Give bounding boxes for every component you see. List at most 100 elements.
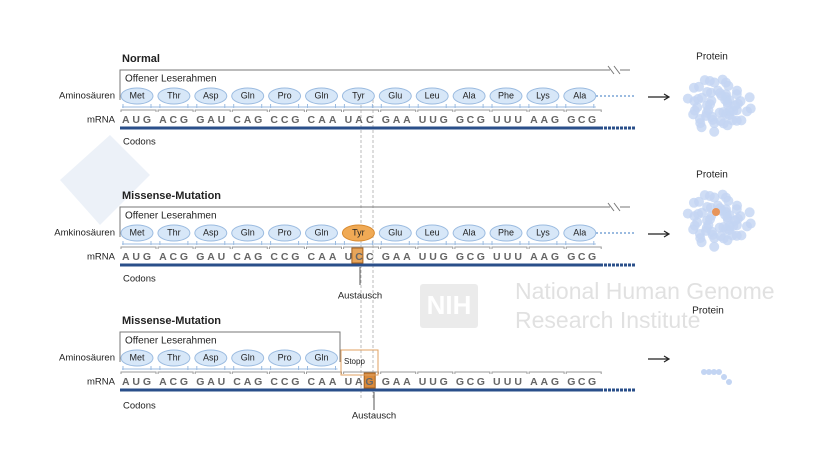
protein-bead [727,115,738,126]
protein-bead [694,229,705,240]
amino-acid: Lys [536,90,550,100]
bead-link [528,104,558,108]
amino-bead [305,224,338,242]
protein-bead [694,114,705,125]
amino-acid: Gln [314,90,328,100]
codon: CCG [270,376,299,388]
amino-acid: Gln [314,227,328,237]
codon: UAC [345,114,374,126]
protein-bead [726,379,732,385]
codon: AUG [122,251,151,263]
protein-bead [731,89,742,100]
codon: GAA [382,251,411,263]
codon-bracket [528,246,565,249]
codon-bracket [157,109,194,112]
codon-bracket [454,371,491,374]
panel-title: Missense-Mutation [122,315,221,327]
bead-link [196,104,226,108]
bead-link [159,366,189,370]
amino-bead [526,87,560,105]
codon-bracket [194,246,231,249]
orf-break [607,202,630,212]
watermark: NIH National Human Genome Research Insti… [60,135,775,333]
codon: AUG [122,376,151,388]
amino-label: Aminosäuren [59,353,115,364]
codon: ACG [159,251,188,263]
orf-box [119,331,341,362]
amino-acid: Phe [498,227,514,237]
protein-bead [711,369,717,375]
watermark-logo-box [420,284,478,328]
protein-bead [693,196,704,207]
codon-bracket [380,246,417,249]
codon-bracket [454,109,491,112]
codon: UUG [419,251,448,263]
codon-bracket [231,371,268,374]
codon-bracket [194,109,231,112]
protein-bead [682,93,693,104]
codons-label: Codons [123,401,156,412]
codon-bracket [306,109,342,112]
bead-link [491,241,521,245]
codon-bracket [491,109,528,112]
codon: GCG [567,251,596,263]
codon-bracket [454,246,491,249]
amino-bead [231,87,265,105]
codon: GCG [456,376,485,388]
codon-bracket [565,371,602,374]
mrna-label: mRNA [87,115,116,126]
protein-bead [709,192,720,203]
codon: AAG [530,114,559,126]
amino-bead [452,224,486,242]
bead-link [565,104,595,108]
codon: GCG [567,114,596,126]
codon-bracket [380,109,417,112]
amino-acid: Thr [167,90,181,100]
protein-bead [692,217,703,228]
panel: Missense-Mutation Offener Leserahmen Amkin… [54,170,756,302]
codon: GAU [196,251,225,263]
amino-acid: Tyr [352,90,365,100]
codon: CAG [233,251,262,263]
amino-bead [452,87,486,105]
amino-bead [231,349,265,367]
panel: Normal Offener Leserahmen Aminosäuren mRNA C… [59,52,756,148]
bead-link [196,241,226,245]
amino-acid: Asp [203,352,219,362]
amino-bead [157,349,191,367]
codon-bracket [268,246,305,249]
bead-link [159,241,189,245]
protein-bead [729,215,740,226]
amino-acid: Phe [498,90,514,100]
codon-bracket [417,246,454,249]
orf-box [119,69,610,100]
protein-bead [744,207,755,218]
bead-link [196,366,226,370]
protein-bead [744,92,755,103]
amino-acid: Ala [573,90,586,100]
bead-link [270,241,300,245]
amino-acid: Asp [203,227,219,237]
protein-bead [693,81,704,92]
protein-label: Protein [692,306,724,317]
watermark-shape [60,135,150,225]
amino-bead [378,87,412,105]
codon-bracket [528,371,565,374]
protein-bead [741,221,752,232]
protein-bead [715,231,726,242]
bead-link [380,104,410,108]
protein-bead [723,195,734,206]
codon: UUG [419,376,448,388]
codon: GCG [456,114,485,126]
bead-link [122,241,152,245]
arrow [648,355,671,363]
codon-bracket [231,246,268,249]
amino-bead [194,87,228,105]
codon: GCG [456,251,485,263]
amino-acid: Gln [314,352,328,362]
amino-bead [194,349,228,367]
mrna-label: mRNA [87,377,116,388]
amino-acid: Met [129,227,145,237]
codon: UUU [493,114,522,126]
watermark-name: Research Institute [515,307,700,333]
